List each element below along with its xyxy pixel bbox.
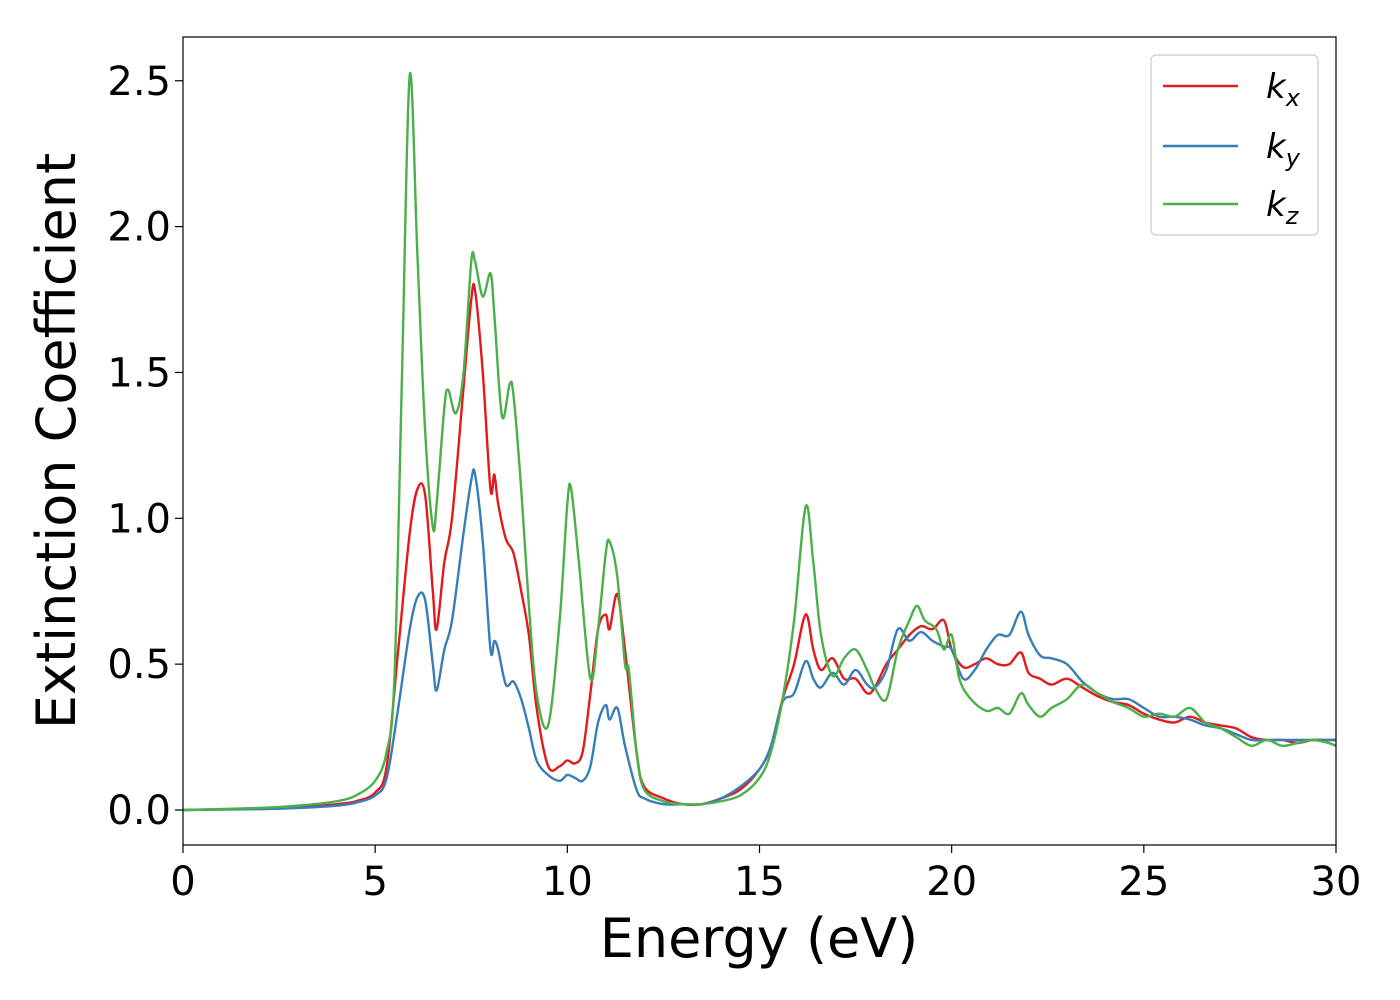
x-tick-label: 20 [926,859,977,905]
y-axis-title: Extinction Coefficient [25,153,88,729]
y-tick-label: 2.5 [107,59,171,105]
y-tick-label: 1.5 [107,350,171,396]
series-line-kz [183,71,1336,812]
x-tick-label: 25 [1118,859,1169,905]
y-tick-label: 0.5 [107,642,171,688]
y-axis: 0.0 0.5 1.0 1.5 2.0 2.5 [107,59,183,834]
series-line-kx [183,282,1336,812]
x-tick-label: 30 [1311,859,1362,905]
y-tick-label: 2.0 [107,205,171,251]
x-axis-title: Energy (eV) [600,907,919,970]
legend-label-ky: ky [1266,127,1301,172]
y-tick-label: 0.0 [107,788,171,834]
x-tick-label: 15 [734,859,785,905]
y-tick-label: 1.0 [107,496,171,542]
legend-label-kz: kz [1266,185,1300,230]
legend-label-kx: kx [1266,67,1301,112]
x-tick-label: 0 [170,859,195,905]
x-axis: 0 5 10 15 20 25 30 [170,845,1361,905]
x-tick-label: 5 [362,859,387,905]
x-tick-label: 10 [542,859,593,905]
legend: kx ky kz [1150,54,1319,236]
series-layer [183,71,1336,812]
series-line-ky [183,468,1336,812]
